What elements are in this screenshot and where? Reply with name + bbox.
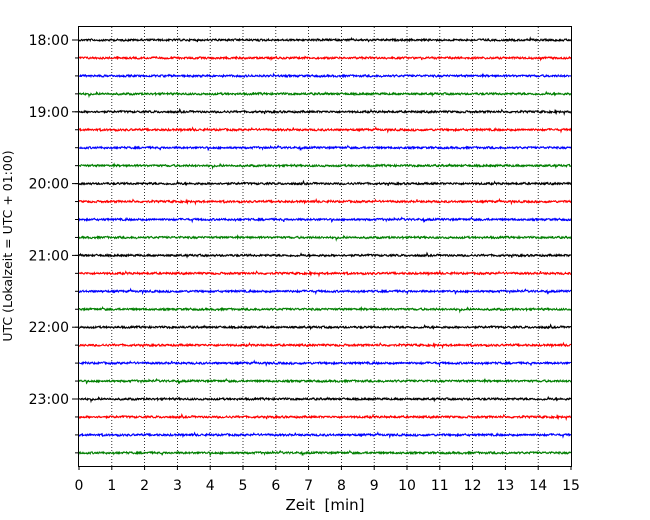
trace-line	[78, 72, 572, 79]
trace-line	[78, 359, 572, 367]
x-tick-label: 13	[496, 478, 514, 494]
trace-layer	[78, 36, 572, 457]
trace-line	[78, 251, 572, 259]
x-tick-label: 10	[398, 478, 416, 494]
x-tick-label: 6	[271, 478, 280, 494]
y-tick-label: 23:00	[29, 392, 69, 408]
y-tick-label: 19:00	[29, 105, 69, 121]
trace-line	[78, 55, 572, 62]
trace-line	[78, 449, 572, 457]
trace-line	[78, 287, 572, 296]
plot-frame	[78, 26, 572, 467]
x-tick-label: 0	[75, 478, 84, 494]
trace-line	[78, 305, 572, 314]
trace-line	[78, 431, 572, 439]
trace-line	[78, 90, 572, 99]
y-tick-label: 20:00	[29, 177, 69, 193]
x-axis: 0 1 2 3 4 5 6 7 8 9 10 11 12 13 14 15	[75, 466, 580, 494]
x-tick-label: 8	[337, 478, 346, 494]
x-tick-label: 14	[529, 478, 547, 494]
x-tick-label: 3	[173, 478, 182, 494]
y-axis-label: UTC (Lokalzeit = UTC + 01:00)	[0, 150, 15, 341]
x-tick-label: 15	[562, 478, 580, 494]
x-tick-label: 4	[206, 478, 215, 494]
x-tick-label: 7	[304, 478, 313, 494]
trace-line	[78, 377, 572, 385]
x-tick-label: 9	[370, 478, 379, 494]
x-tick-label: 5	[239, 478, 248, 494]
x-tick-label: 1	[107, 478, 116, 494]
trace-line	[78, 107, 572, 116]
trace-line	[78, 36, 572, 43]
y-tick-label: 22:00	[29, 320, 69, 336]
trace-line	[78, 144, 572, 152]
y-tick-label: 18:00	[29, 33, 69, 49]
y-tick-label: 21:00	[29, 248, 69, 264]
trace-line	[78, 216, 572, 224]
trace-line	[78, 234, 572, 242]
trace-line	[78, 179, 572, 187]
x-tick-label: 11	[431, 478, 449, 494]
trace-line	[78, 125, 572, 134]
trace-line	[78, 395, 572, 404]
trace-line	[78, 341, 572, 350]
trace-line	[78, 323, 572, 331]
trace-line	[78, 269, 572, 278]
x-axis-label: Zeit [min]	[285, 496, 364, 514]
x-tick-label: 2	[140, 478, 149, 494]
trace-line	[78, 197, 572, 206]
x-tick-label: 12	[464, 478, 482, 494]
grid-layer	[111, 27, 539, 466]
trace-line	[78, 413, 572, 422]
trace-line	[78, 162, 572, 171]
y-axis: 18:00 19:00 20:00 21:00 22:00 23:00	[29, 33, 79, 454]
